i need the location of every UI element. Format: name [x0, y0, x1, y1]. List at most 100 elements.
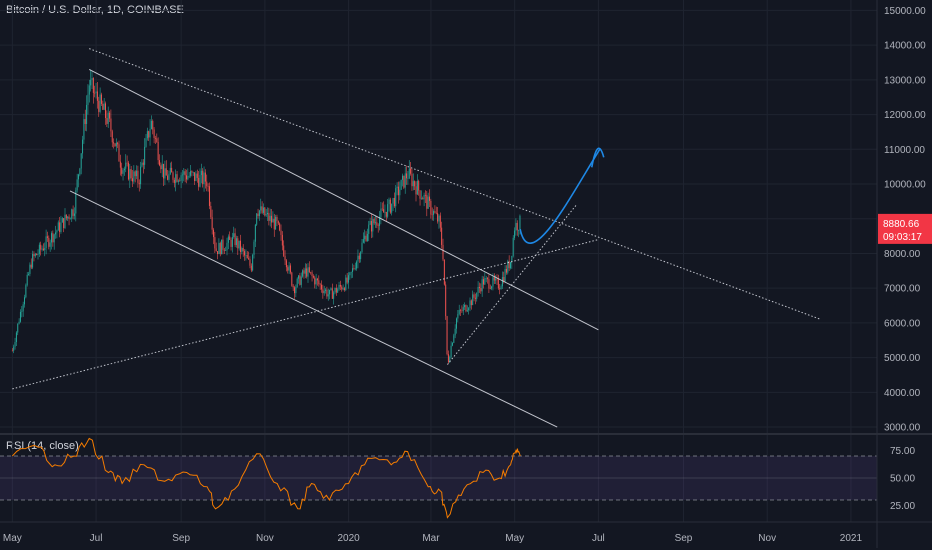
candle-body [199, 175, 201, 187]
candle-body [518, 230, 520, 231]
candle-body [292, 285, 294, 288]
candle-body [350, 271, 352, 273]
candle-body [257, 213, 259, 217]
candle-body [132, 178, 134, 182]
rsi-axis[interactable]: 75.00 50.00 25.00 [890, 446, 915, 512]
candle-body [258, 210, 260, 217]
candle-body [362, 239, 364, 243]
candle-body [156, 138, 158, 143]
candle-body [200, 170, 202, 176]
candle-body [295, 286, 297, 294]
candle-body [511, 255, 513, 263]
candle-body [361, 242, 363, 253]
candle-body [173, 179, 175, 183]
candle-body [492, 277, 494, 287]
candle-body [87, 94, 89, 105]
price-tick-label: 6000.00 [884, 318, 921, 329]
candle-body [202, 170, 204, 185]
candle-body [169, 167, 171, 174]
price-tick-label: 13000.00 [884, 75, 926, 86]
candle-body [352, 268, 354, 272]
candle-body [325, 289, 327, 291]
rsi-band [0, 456, 877, 500]
candle-body [164, 168, 166, 179]
candle-body [333, 292, 335, 299]
candle-body [389, 199, 391, 213]
candle-body [195, 173, 197, 182]
candle-body [424, 194, 426, 196]
candle-body [267, 212, 269, 215]
candle-body [505, 269, 507, 273]
candle-body [456, 318, 458, 329]
candle-body [237, 238, 239, 249]
candle-body [61, 218, 63, 223]
candle-body [365, 235, 367, 241]
candle-body [261, 206, 263, 213]
candle-body [126, 162, 128, 164]
candle-body [217, 251, 219, 255]
candle-body [84, 119, 86, 124]
drawings[interactable] [12, 48, 821, 428]
candle-body [310, 271, 312, 273]
candle-body [501, 277, 503, 287]
candle-body [154, 137, 156, 139]
candle-body [321, 284, 323, 290]
candle-body [397, 186, 399, 196]
candle-body [387, 204, 389, 217]
candle-body [14, 342, 16, 347]
candle-body [168, 173, 170, 180]
candle-body [215, 248, 217, 252]
price-tick-label: 15000.00 [884, 6, 926, 17]
candle-body [230, 239, 232, 247]
candle-body [334, 287, 336, 293]
candle-body [422, 198, 424, 200]
price-tick-label: 12000.00 [884, 110, 926, 121]
candle-body [117, 142, 119, 145]
candle-body [304, 268, 306, 274]
time-axis[interactable]: May Jul Sep Nov 2020 Mar May Jul Sep Nov 2021 [3, 533, 863, 544]
candle-body [249, 259, 251, 266]
candle-body [21, 311, 23, 312]
candle-body [454, 328, 456, 336]
candle-body [177, 180, 179, 182]
candle-body [515, 222, 517, 231]
candle-body [134, 171, 136, 177]
candle-body [252, 254, 254, 271]
time-tick-label: Nov [256, 533, 274, 544]
candle-body [183, 171, 185, 175]
candle-body [28, 273, 30, 275]
candle-body [426, 194, 428, 209]
candle-body [349, 272, 351, 276]
candle-body [26, 274, 28, 286]
candle-body [207, 186, 209, 187]
price-tick-label: 5000.00 [884, 353, 921, 364]
candle-body [327, 294, 329, 297]
candle-body [393, 197, 395, 207]
candle-body [165, 168, 167, 176]
candle-body [83, 119, 85, 140]
candle-body [287, 267, 289, 271]
candle-body [472, 294, 474, 306]
rsi-tick-label: 25.00 [890, 501, 915, 512]
candle-body [102, 103, 104, 110]
candle-body [235, 238, 237, 245]
candle-body [13, 346, 15, 351]
candle-body [123, 168, 125, 171]
candle-body [222, 239, 224, 250]
candle-body [296, 278, 298, 287]
candle-body [275, 216, 277, 230]
candle-body [76, 179, 78, 191]
candle-body [403, 175, 405, 188]
candle-body [514, 230, 516, 238]
candle-body [357, 255, 359, 262]
candle-body [388, 199, 390, 205]
candle-body [338, 284, 340, 290]
candle-body [52, 233, 54, 243]
candle-body [19, 311, 21, 322]
candle-body [53, 234, 55, 243]
candle-body [64, 214, 66, 229]
candle-body [99, 94, 101, 112]
candle-body [430, 200, 432, 215]
candle-body [213, 229, 215, 238]
